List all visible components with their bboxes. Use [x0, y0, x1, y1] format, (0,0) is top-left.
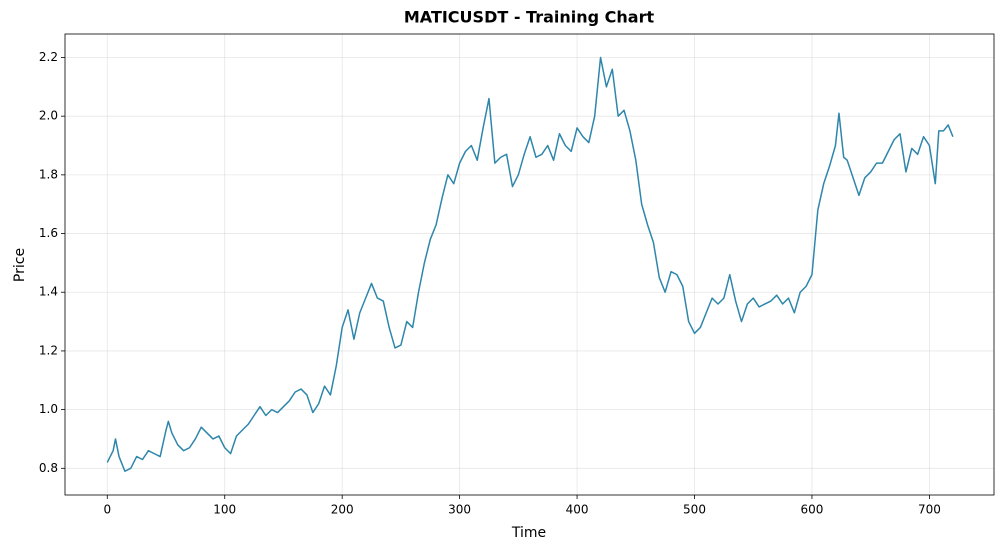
x-tick-label: 700 [918, 503, 941, 517]
chart-title: MATICUSDT - Training Chart [404, 8, 655, 27]
y-tick-label: 1.0 [39, 402, 58, 416]
x-tick-label: 500 [683, 503, 706, 517]
price-line [106, 56, 954, 472]
y-tick-label: 1.8 [39, 167, 58, 181]
x-tick-label: 300 [448, 503, 471, 517]
x-tick-label: 200 [331, 503, 354, 517]
plot-frame [64, 33, 995, 496]
y-tick-label: 2.0 [39, 109, 58, 123]
y-tick-label: 2.2 [39, 50, 58, 64]
x-tick-label: 100 [213, 503, 236, 517]
x-axis-label: Time [511, 525, 546, 541]
y-tick-label: 1.2 [39, 343, 58, 357]
x-tick-label: 400 [566, 503, 589, 517]
x-tick-label: 0 [103, 503, 111, 517]
y-axis-label: Price [12, 248, 28, 282]
y-tick-label: 1.4 [39, 285, 58, 299]
y-tick-label: 1.6 [39, 226, 58, 240]
y-tick-label: 0.8 [39, 461, 58, 475]
x-tick-label: 600 [801, 503, 824, 517]
